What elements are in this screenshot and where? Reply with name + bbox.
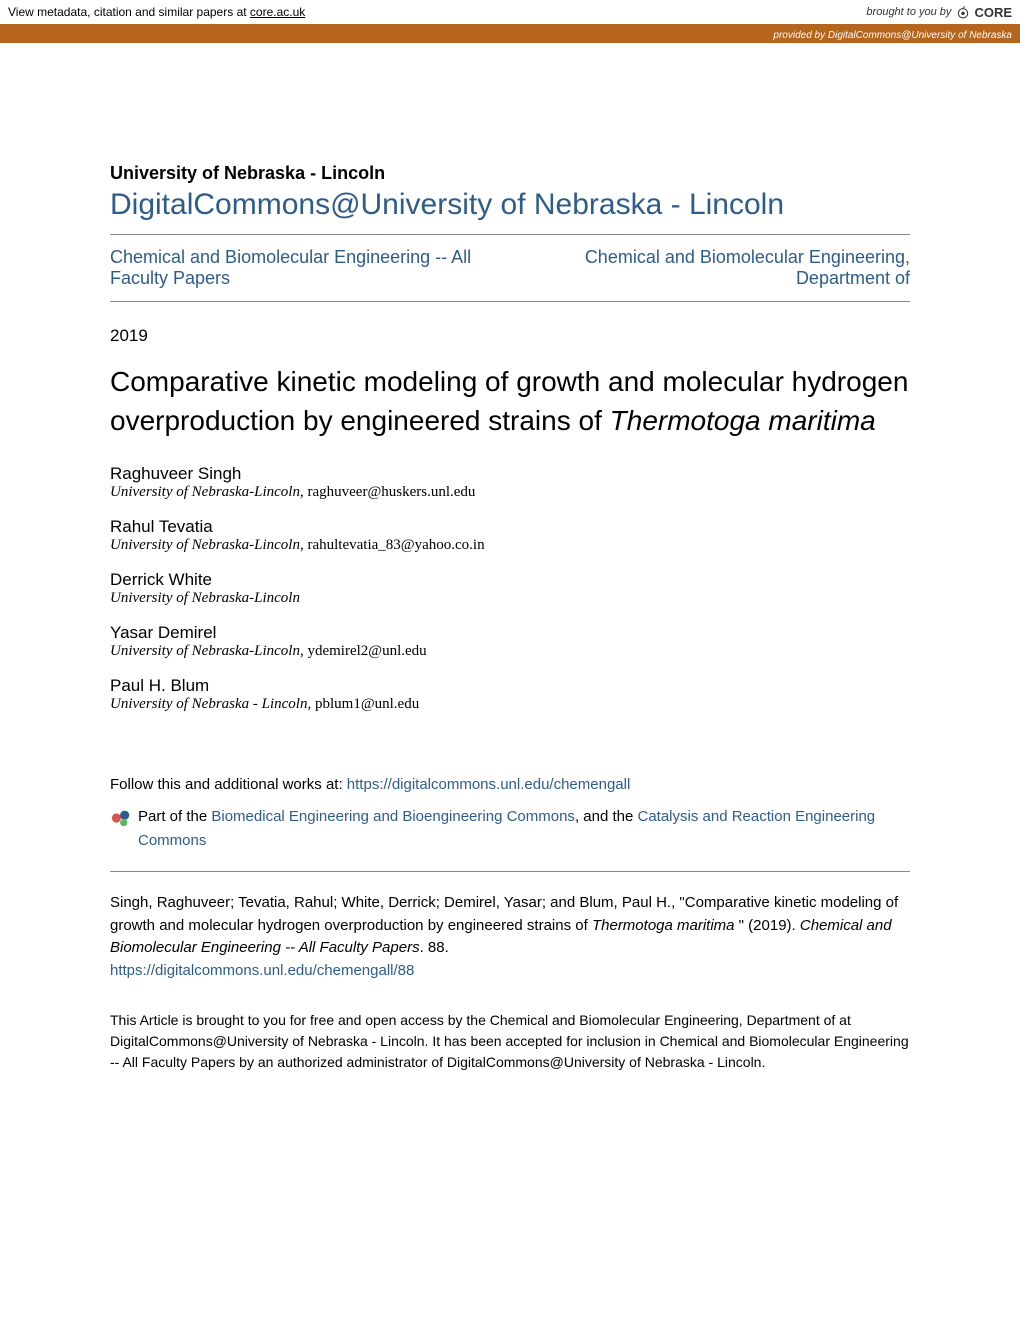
core-apple-icon [955,4,971,20]
affil-institution: University of Nebraska-Lincoln [110,484,300,500]
author-block: Paul H. BlumUniversity of Nebraska - Lin… [110,676,910,713]
page-content: University of Nebraska - Lincoln Digital… [0,43,1020,1113]
author-affiliation: University of Nebraska - Lincoln, pblum1… [110,696,910,713]
affil-institution: University of Nebraska-Lincoln [110,643,300,659]
commons-mid: , and the [575,808,638,825]
repository-title[interactable]: DigitalCommons@University of Nebraska - … [110,188,910,222]
repo-title-link[interactable]: DigitalCommons@University of Nebraska - … [110,188,784,221]
follow-section: Follow this and additional works at: htt… [110,773,910,853]
access-statement: This Article is brought to you for free … [110,1010,910,1073]
citation-mid: " (2019). [735,917,800,934]
provided-by-bar: provided by DigitalCommons@University of… [0,28,1020,43]
paper-title: Comparative kinetic modeling of growth a… [110,362,910,440]
collection-link-left: Chemical and Biomolecular Engineering --… [110,247,494,289]
citation-url[interactable]: https://digitalcommons.unl.edu/chemengal… [110,962,414,979]
faculty-papers-link[interactable]: Chemical and Biomolecular Engineering --… [110,247,471,288]
author-affiliation: University of Nebraska-Lincoln, rahultev… [110,537,910,554]
authors-list: Raghuveer SinghUniversity of Nebraska-Li… [110,464,910,713]
divider [110,234,910,235]
core-attribution: brought to you by CORE [866,4,1012,20]
divider [110,871,910,872]
core-logo-text: CORE [974,5,1012,20]
affil-institution: University of Nebraska-Lincoln [110,537,300,553]
brought-by-text: brought to you by [866,6,951,18]
commons-text: Part of the Biomedical Engineering and B… [138,805,910,853]
author-name: Paul H. Blum [110,676,910,696]
core-link[interactable]: core.ac.uk [250,5,305,19]
author-name: Derrick White [110,570,910,590]
provided-prefix: provided by [773,30,827,41]
author-name: Rahul Tevatia [110,517,910,537]
author-affiliation: University of Nebraska-Lincoln [110,590,910,607]
core-prefix: View metadata, citation and similar pape… [8,5,250,19]
core-metadata-text: View metadata, citation and similar pape… [8,5,305,19]
affil-institution: University of Nebraska - Lincoln [110,696,307,712]
title-species: Thermotoga maritima [610,405,876,436]
collection-link-right: Chemical and Biomolecular Engineering, D… [526,247,910,289]
author-email: , raghuveer@huskers.unl.edu [300,484,475,500]
author-block: Raghuveer SinghUniversity of Nebraska-Li… [110,464,910,501]
network-icon [110,807,132,829]
author-email: , rahultevatia_83@yahoo.co.in [300,537,485,553]
divider [110,301,910,302]
provider-link[interactable]: DigitalCommons@University of Nebraska [828,30,1012,41]
department-link[interactable]: Chemical and Biomolecular Engineering, D… [585,247,910,288]
author-name: Yasar Demirel [110,623,910,643]
author-block: Yasar DemirelUniversity of Nebraska-Linc… [110,623,910,660]
commons-link-1[interactable]: Biomedical Engineering and Bioengineerin… [211,808,575,825]
author-email: , pblum1@unl.edu [307,696,419,712]
citation-block: Singh, Raghuveer; Tevatia, Rahul; White,… [110,892,910,982]
core-logo: CORE [955,4,1012,20]
author-email: , ydemirel2@unl.edu [300,643,427,659]
author-block: Rahul TevatiaUniversity of Nebraska-Linc… [110,517,910,554]
publication-year: 2019 [110,326,910,346]
follow-line: Follow this and additional works at: htt… [110,773,910,797]
affil-institution: University of Nebraska-Lincoln [110,590,300,606]
core-banner: View metadata, citation and similar pape… [0,0,1020,28]
author-block: Derrick WhiteUniversity of Nebraska-Linc… [110,570,910,607]
citation-species: Thermotoga maritima [592,917,735,934]
commons-prefix: Part of the [138,808,211,825]
citation-suffix: . 88. [420,939,449,956]
commons-line: Part of the Biomedical Engineering and B… [110,805,910,853]
institution-name: University of Nebraska - Lincoln [110,163,910,184]
follow-text: Follow this and additional works at: [110,776,347,793]
author-name: Raghuveer Singh [110,464,910,484]
author-affiliation: University of Nebraska-Lincoln, raghuvee… [110,484,910,501]
follow-link[interactable]: https://digitalcommons.unl.edu/chemengal… [347,776,631,793]
collection-nav: Chemical and Biomolecular Engineering --… [110,243,910,293]
author-affiliation: University of Nebraska-Lincoln, ydemirel… [110,643,910,660]
